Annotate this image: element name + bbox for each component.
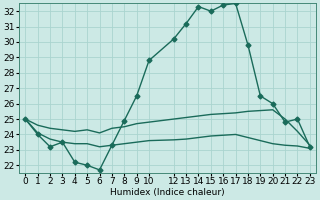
X-axis label: Humidex (Indice chaleur): Humidex (Indice chaleur) <box>110 188 225 197</box>
